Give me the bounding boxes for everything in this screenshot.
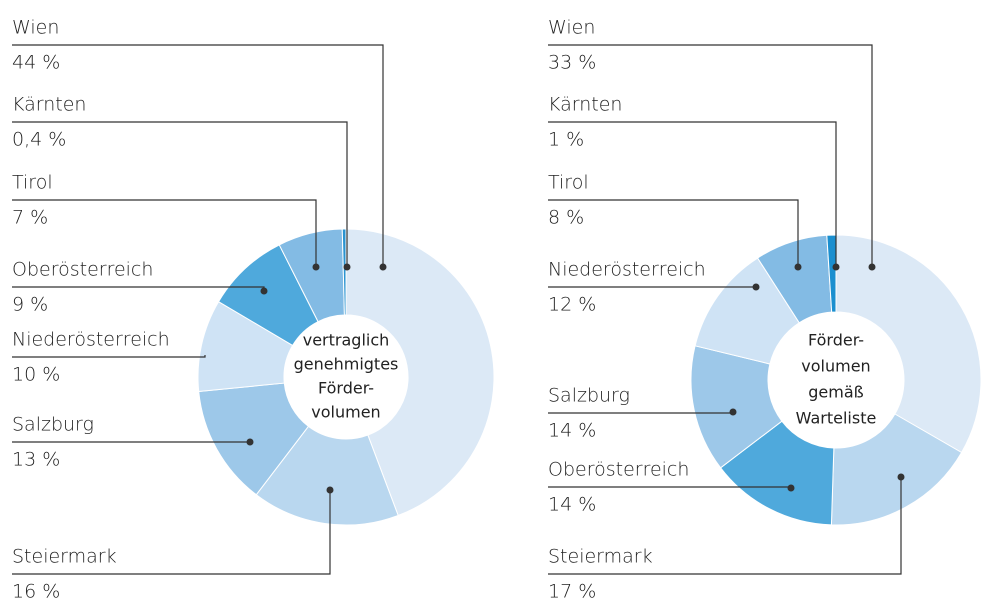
leader-dot xyxy=(868,263,876,271)
leader-line xyxy=(548,44,873,267)
leader-dot xyxy=(326,486,334,494)
value-label: 1 % xyxy=(548,129,584,151)
value-label: 9 % xyxy=(12,294,48,316)
leader-line xyxy=(548,199,799,267)
leader-line xyxy=(12,44,384,267)
value-label: 14 % xyxy=(548,494,596,516)
value-label: 7 % xyxy=(12,207,48,229)
category-label: Kärnten xyxy=(12,94,86,116)
category-label: Wien xyxy=(548,17,595,39)
category-label: Wien xyxy=(12,17,59,39)
value-label: 10 % xyxy=(12,364,60,386)
slice xyxy=(255,425,399,526)
center-label: Förder- xyxy=(318,379,374,398)
leader-line xyxy=(548,477,902,575)
leader-dot xyxy=(897,473,905,481)
value-label: 16 % xyxy=(12,581,60,603)
leader-line xyxy=(548,121,837,267)
leader-dot xyxy=(343,263,351,271)
leader-dot xyxy=(787,484,795,492)
category-label: Steiermark xyxy=(548,546,653,568)
leader-dot xyxy=(794,263,802,271)
value-label: 13 % xyxy=(12,449,60,471)
leader-line xyxy=(12,490,331,575)
value-label: 0,4 % xyxy=(12,129,66,151)
value-label: 8 % xyxy=(548,207,584,229)
center-label: volumen xyxy=(311,403,380,422)
category-label: Niederösterreich xyxy=(548,259,706,281)
slice xyxy=(830,413,963,526)
center-label: Förder- xyxy=(808,331,864,350)
leader-dot xyxy=(729,408,737,416)
slice xyxy=(345,228,495,517)
category-label: Oberösterreich xyxy=(12,259,153,281)
category-label: Tirol xyxy=(12,172,53,194)
category-label: Niederösterreich xyxy=(12,329,170,351)
slice xyxy=(826,234,837,313)
value-label: 14 % xyxy=(548,420,596,442)
leader-dot xyxy=(379,263,387,271)
center-label: Warteliste xyxy=(796,409,877,428)
category-label: Steiermark xyxy=(12,546,117,568)
slice xyxy=(835,234,981,454)
leader-dot xyxy=(752,283,760,291)
leader-dot xyxy=(312,263,320,271)
value-label: 17 % xyxy=(548,581,596,603)
category-label: Salzburg xyxy=(548,385,630,407)
leader-dot xyxy=(260,287,268,295)
category-label: Oberösterreich xyxy=(548,459,689,481)
center-label: genehmigtes xyxy=(294,355,399,374)
leader-line xyxy=(12,355,206,358)
category-label: Kärnten xyxy=(548,94,622,116)
category-label: Salzburg xyxy=(12,414,94,436)
leader-dot xyxy=(246,438,254,446)
center-label: vertraglich xyxy=(303,331,390,350)
value-label: 33 % xyxy=(548,52,596,74)
category-label: Tirol xyxy=(548,172,589,194)
slice xyxy=(341,228,347,316)
leader-line xyxy=(12,199,317,267)
center-label: volumen xyxy=(801,357,870,376)
value-label: 12 % xyxy=(548,294,596,316)
center-label: gemäß xyxy=(808,383,863,402)
leader-dot xyxy=(832,263,840,271)
value-label: 44 % xyxy=(12,52,60,74)
leader-line xyxy=(12,121,348,267)
